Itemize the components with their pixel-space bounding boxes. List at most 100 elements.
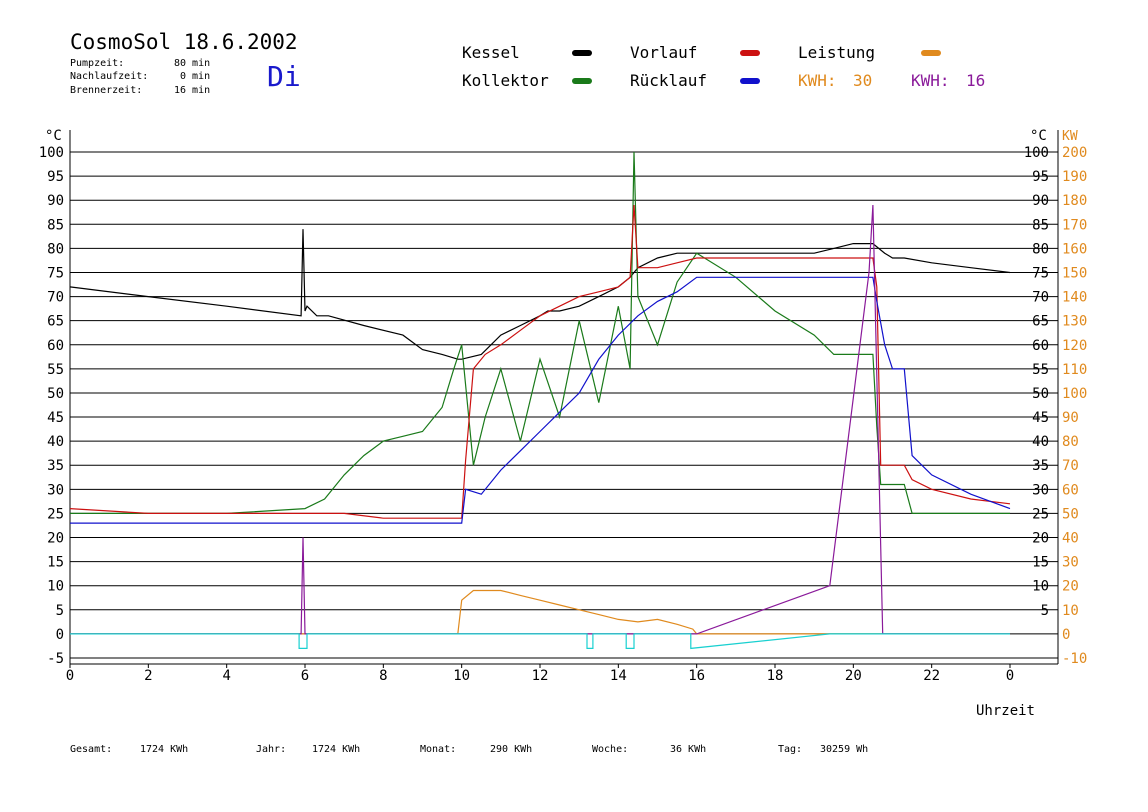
y-tick-label-kw: 60 xyxy=(1062,482,1079,498)
y-tick-label-right: 40 xyxy=(1032,434,1049,450)
y-tick-label-left: 10 xyxy=(47,579,64,595)
footer-monat-value: 290 KWh xyxy=(490,744,533,755)
y-tick-label-right: 5 xyxy=(1041,603,1049,619)
y-tick-label-kw: 10 xyxy=(1062,603,1079,619)
x-tick-label: 14 xyxy=(610,668,627,684)
nachlaufzeit-label: Nachlaufzeit: xyxy=(70,71,149,82)
y-tick-label-kw: 190 xyxy=(1062,169,1087,185)
y-tick-label-kw: 20 xyxy=(1062,579,1079,595)
y-tick-label-kw: 30 xyxy=(1062,555,1079,571)
y-tick-label-kw: 170 xyxy=(1062,217,1087,233)
legend-kollektor: Kollektor xyxy=(462,71,549,90)
legend-kwh1-label: KWH: xyxy=(798,71,837,90)
y-tick-label-right: 35 xyxy=(1032,458,1049,474)
footer-gesamt-label: Gesamt: xyxy=(70,744,113,755)
y-tick-label-left: 85 xyxy=(47,217,64,233)
y-tick-label-kw: 90 xyxy=(1062,410,1079,426)
y-axis-unit-kw: KW xyxy=(1062,129,1078,144)
y-tick-label-right: 60 xyxy=(1032,338,1049,354)
x-tick-label: 10 xyxy=(453,668,470,684)
y-tick-label-kw: 0 xyxy=(1062,627,1070,643)
series-line-3 xyxy=(70,276,1011,524)
footer-jahr-value: 1724 KWh xyxy=(312,744,361,755)
brennerzeit-label: Brennerzeit: xyxy=(70,85,143,96)
weekday-label: Di xyxy=(267,60,301,93)
y-tick-label-left: -5 xyxy=(47,651,64,667)
y-tick-label-left: 65 xyxy=(47,314,64,330)
legend-kessel: Kessel xyxy=(462,43,520,62)
legend-kwh2-label: KWH: xyxy=(911,71,950,90)
x-tick-label: 18 xyxy=(767,668,784,684)
y-axis-unit-right: °C xyxy=(1030,128,1047,144)
y-tick-label-right: 10 xyxy=(1032,579,1049,595)
x-tick-label: 12 xyxy=(532,668,549,684)
y-tick-label-kw: 110 xyxy=(1062,362,1087,378)
y-tick-label-right: 50 xyxy=(1032,386,1049,402)
y-tick-label-left: 30 xyxy=(47,482,64,498)
legend-vorlauf-swatch xyxy=(740,50,760,56)
y-axis-unit-left: °C xyxy=(45,128,62,144)
brennerzeit-value: 16 min xyxy=(174,85,211,96)
y-tick-label-kw: 180 xyxy=(1062,193,1087,209)
series-line-6 xyxy=(70,633,1010,650)
series-line-1 xyxy=(70,151,1010,515)
y-tick-label-right: 100 xyxy=(1024,145,1049,161)
x-tick-label: 8 xyxy=(379,668,387,684)
y-tick-label-right: 30 xyxy=(1032,482,1049,498)
y-tick-label-kw: -10 xyxy=(1062,651,1087,667)
x-axis-label: Uhrzeit xyxy=(976,703,1035,719)
legend-kwh2-value: 16 xyxy=(966,71,986,90)
series-line-2 xyxy=(69,204,1011,519)
y-tick-label-left: 80 xyxy=(47,241,64,257)
x-tick-label: 20 xyxy=(845,668,862,684)
y-tick-label-left: 40 xyxy=(47,434,64,450)
x-tick-label: 2 xyxy=(144,668,152,684)
y-tick-label-right: 15 xyxy=(1032,555,1049,571)
y-tick-label-right: 70 xyxy=(1032,290,1049,306)
legend-kollektor-swatch xyxy=(572,78,592,84)
y-tick-label-right: 25 xyxy=(1032,506,1049,522)
footer-tag-label: Tag: xyxy=(778,744,803,755)
footer-jahr-label: Jahr: xyxy=(256,744,287,755)
x-tick-label: 6 xyxy=(301,668,309,684)
y-tick-label-kw: 150 xyxy=(1062,265,1087,281)
y-tick-label-left: 45 xyxy=(47,410,64,426)
pumpzeit-label: Pumpzeit: xyxy=(70,58,125,69)
y-tick-label-kw: 70 xyxy=(1062,458,1079,474)
y-tick-label-kw: 80 xyxy=(1062,434,1079,450)
footer-gesamt-value: 1724 KWh xyxy=(140,744,189,755)
footer-woche-label: Woche: xyxy=(592,744,629,755)
y-tick-label-kw: 160 xyxy=(1062,241,1087,257)
y-tick-label-left: 100 xyxy=(39,145,64,161)
pumpzeit-value: 80 min xyxy=(174,58,211,69)
series-line-4 xyxy=(70,589,1010,635)
y-tick-label-left: 20 xyxy=(47,531,64,547)
y-tick-label-left: 25 xyxy=(47,506,64,522)
nachlaufzeit-value: 0 min xyxy=(180,71,211,82)
legend-kessel-swatch xyxy=(572,50,592,56)
y-tick-label-kw: 40 xyxy=(1062,531,1079,547)
x-tick-label: 22 xyxy=(923,668,940,684)
legend-vorlauf: Vorlauf xyxy=(630,43,698,62)
y-tick-label-left: 55 xyxy=(47,362,64,378)
legend-ruecklauf-swatch xyxy=(740,78,760,84)
y-tick-label-left: 5 xyxy=(56,603,64,619)
x-tick-label: 0 xyxy=(1006,668,1014,684)
x-tick-label: 4 xyxy=(222,668,230,684)
legend-leistung-swatch xyxy=(921,50,941,56)
y-tick-label-left: 75 xyxy=(47,265,64,281)
y-tick-label-left: 35 xyxy=(47,458,64,474)
y-tick-label-right: 20 xyxy=(1032,531,1049,547)
y-tick-label-right: 65 xyxy=(1032,314,1049,330)
y-tick-label-left: 70 xyxy=(47,290,64,306)
y-tick-label-left: 90 xyxy=(47,193,64,209)
y-tick-label-kw: 130 xyxy=(1062,314,1087,330)
y-tick-label-left: 0 xyxy=(56,627,64,643)
y-tick-label-right: 95 xyxy=(1032,169,1049,185)
legend-kwh1-value: 30 xyxy=(853,71,873,90)
y-tick-label-right: 75 xyxy=(1032,265,1049,281)
y-tick-label-left: 15 xyxy=(47,555,64,571)
y-tick-label-kw: 140 xyxy=(1062,290,1087,306)
y-tick-label-kw: 120 xyxy=(1062,338,1087,354)
y-tick-label-kw: 100 xyxy=(1062,386,1087,402)
